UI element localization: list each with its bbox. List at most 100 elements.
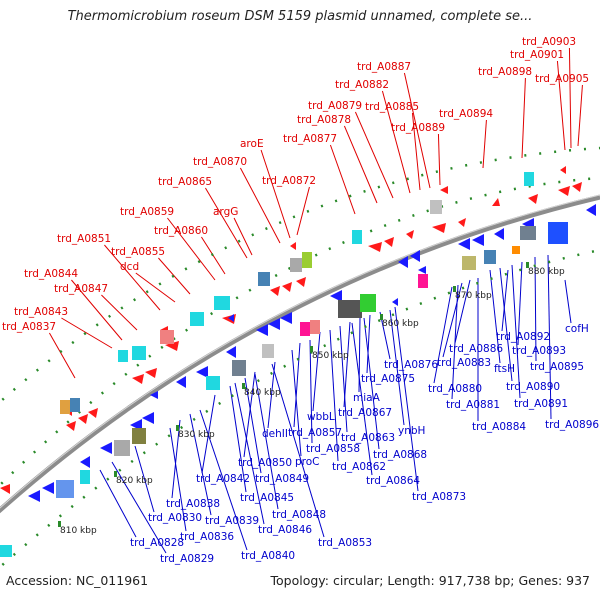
gene-block bbox=[290, 258, 302, 272]
gene-label[interactable]: trd_A0893 bbox=[512, 345, 566, 357]
gene-label[interactable]: trd_A0879 bbox=[308, 100, 362, 112]
gene-label[interactable]: trd_A0839 bbox=[205, 515, 259, 527]
gene-label[interactable]: trd_A0844 bbox=[24, 268, 78, 280]
gene-arrow bbox=[330, 290, 342, 302]
gene-label[interactable]: trd_A0903 bbox=[522, 36, 576, 48]
label-leader bbox=[271, 363, 325, 538]
gene-label[interactable]: trd_A0828 bbox=[130, 537, 184, 549]
label-leader bbox=[291, 349, 302, 457]
gene-label[interactable]: trd_A0859 bbox=[120, 206, 174, 218]
gene-label[interactable]: cofH bbox=[565, 323, 589, 335]
gene-label[interactable]: trd_A0858 bbox=[306, 443, 360, 455]
gene-label[interactable]: trd_A0870 bbox=[193, 156, 247, 168]
gene-label[interactable]: trd_A0836 bbox=[180, 531, 234, 543]
gene-label[interactable]: trd_A0891 bbox=[514, 398, 568, 410]
gene-arrow bbox=[0, 484, 10, 494]
gene-label[interactable]: trd_A0895 bbox=[530, 361, 584, 373]
label-leader bbox=[167, 217, 216, 281]
kbp-label: 820 kbp bbox=[116, 476, 153, 486]
gene-label[interactable]: aroE bbox=[240, 138, 264, 150]
gene-label[interactable]: trd_A0865 bbox=[158, 176, 212, 188]
gene-label[interactable]: ftsH bbox=[494, 363, 515, 375]
gene-label[interactable]: dcd bbox=[120, 261, 139, 273]
genome-summary: Topology: circular; Length: 917,738 bp; … bbox=[270, 573, 591, 588]
gene-label[interactable]: dehII bbox=[262, 428, 288, 440]
gene-label[interactable]: trd_A0889 bbox=[391, 122, 445, 134]
gene-label[interactable]: trd_A0878 bbox=[297, 114, 351, 126]
label-leader bbox=[48, 332, 76, 379]
gene-label[interactable]: trd_A0851 bbox=[57, 233, 111, 245]
gene-label[interactable]: wbbL bbox=[307, 411, 335, 423]
gene-arrow bbox=[66, 421, 76, 431]
gene-label[interactable]: ynbH bbox=[398, 425, 425, 437]
label-leader bbox=[243, 371, 256, 458]
gene-label[interactable]: trd_A0857 bbox=[288, 427, 342, 439]
gene-label[interactable]: trd_A0873 bbox=[412, 491, 466, 503]
gene-label[interactable]: trd_A0894 bbox=[439, 108, 493, 120]
label-leader bbox=[577, 84, 583, 147]
gene-arrow bbox=[558, 186, 570, 196]
gene-label[interactable]: trd_A0887 bbox=[357, 61, 411, 73]
gene-label[interactable]: trd_A0837 bbox=[2, 321, 56, 333]
gene-label[interactable]: trd_A0863 bbox=[341, 432, 395, 444]
gene-label[interactable]: trd_A0892 bbox=[496, 331, 550, 343]
gene-label[interactable]: argG bbox=[213, 206, 238, 218]
label-leader bbox=[556, 60, 566, 151]
gene-label[interactable]: trd_A0860 bbox=[154, 225, 208, 237]
gene-label[interactable]: trd_A0877 bbox=[283, 133, 337, 145]
gene-block bbox=[118, 350, 128, 362]
gene-label[interactable]: trd_A0885 bbox=[365, 101, 419, 113]
gene-label[interactable]: trd_A0880 bbox=[428, 383, 482, 395]
gene-label[interactable]: trd_A0882 bbox=[335, 79, 389, 91]
label-leader bbox=[564, 279, 572, 324]
gene-label[interactable]: trd_A0890 bbox=[506, 381, 560, 393]
gene-block bbox=[60, 400, 70, 414]
gene-label[interactable]: trd_A0847 bbox=[54, 283, 108, 295]
gene-arrow bbox=[228, 314, 234, 322]
label-leader bbox=[171, 419, 181, 499]
label-leader bbox=[381, 90, 411, 194]
gene-label[interactable]: trd_A0855 bbox=[111, 246, 165, 258]
gene-label[interactable]: trd_A0843 bbox=[14, 306, 68, 318]
gene-arrow bbox=[406, 230, 414, 239]
gene-label[interactable]: trd_A0846 bbox=[258, 524, 312, 536]
gene-label[interactable]: trd_A0850 bbox=[238, 457, 292, 469]
gene-label[interactable]: trd_A0838 bbox=[166, 498, 220, 510]
gene-label[interactable]: trd_A0842 bbox=[196, 473, 250, 485]
gene-label[interactable]: trd_A0867 bbox=[338, 407, 392, 419]
gene-block bbox=[232, 360, 246, 376]
gene-label[interactable]: trd_A0862 bbox=[332, 461, 386, 473]
gene-label[interactable]: trd_A0848 bbox=[272, 509, 326, 521]
gene-label[interactable]: trd_A0845 bbox=[240, 492, 294, 504]
gene-label[interactable]: miaA bbox=[353, 392, 381, 404]
gene-label[interactable]: trd_A0883 bbox=[437, 357, 491, 369]
gene-label[interactable]: trd_A0876 bbox=[384, 359, 438, 371]
gene-label[interactable]: trd_A0875 bbox=[361, 373, 415, 385]
gene-label[interactable]: trd_A0898 bbox=[478, 66, 532, 78]
label-leader bbox=[199, 409, 248, 551]
gene-label[interactable]: trd_A0884 bbox=[472, 421, 526, 433]
gene-block bbox=[430, 200, 442, 214]
gene-arrow bbox=[280, 312, 292, 324]
gene-label[interactable]: trd_A0896 bbox=[545, 419, 599, 431]
backbone-ring bbox=[0, 194, 600, 514]
gene-arrow bbox=[28, 490, 40, 502]
gene-label[interactable]: trd_A0905 bbox=[535, 73, 589, 85]
gene-label[interactable]: trd_A0901 bbox=[510, 49, 564, 61]
gene-label[interactable]: proC bbox=[295, 456, 320, 468]
gene-label[interactable]: trd_A0864 bbox=[366, 475, 420, 487]
gene-label[interactable]: trd_A0849 bbox=[255, 473, 309, 485]
gene-arrow bbox=[132, 374, 144, 384]
label-leader bbox=[511, 264, 521, 399]
gene-label[interactable]: trd_A0881 bbox=[446, 399, 500, 411]
gene-label[interactable]: trd_A0829 bbox=[160, 553, 214, 565]
gene-label[interactable]: trd_A0872 bbox=[262, 175, 316, 187]
gene-label[interactable]: trd_A0886 bbox=[449, 343, 503, 355]
gene-label[interactable]: trd_A0840 bbox=[241, 550, 295, 562]
gene-arrow bbox=[432, 223, 446, 233]
gene-label[interactable]: trd_A0868 bbox=[373, 449, 427, 461]
gene-label[interactable]: trd_A0830 bbox=[148, 512, 202, 524]
kbp-tick bbox=[176, 425, 179, 431]
gene-label[interactable]: trd_A0853 bbox=[318, 537, 372, 549]
